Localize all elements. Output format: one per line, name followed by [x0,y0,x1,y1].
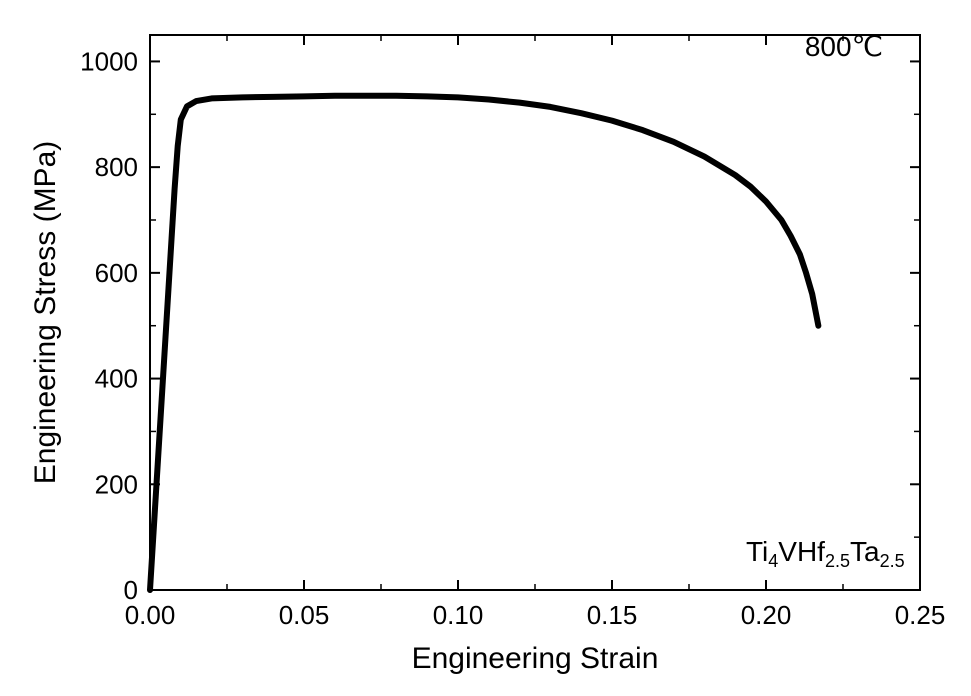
y-tick-label: 400 [95,364,138,394]
x-tick-label: 0.05 [279,600,330,630]
y-tick-label: 800 [95,152,138,182]
x-tick-label: 0.15 [587,600,638,630]
stress-strain-chart: 0.000.050.100.150.200.250200400600800100… [0,0,971,696]
x-tick-label: 0.25 [895,600,946,630]
y-axis-label: Engineering Stress (MPa) [29,141,62,484]
chart-svg: 0.000.050.100.150.200.250200400600800100… [0,0,971,696]
x-tick-label: 0.20 [741,600,792,630]
chart-annotation: 800℃ [805,31,883,62]
x-tick-label: 0.10 [433,600,484,630]
y-tick-label: 600 [95,258,138,288]
x-axis-label: Engineering Strain [412,642,659,675]
y-tick-label: 200 [95,469,138,499]
y-tick-label: 1000 [80,47,138,77]
y-tick-label: 0 [124,575,138,605]
